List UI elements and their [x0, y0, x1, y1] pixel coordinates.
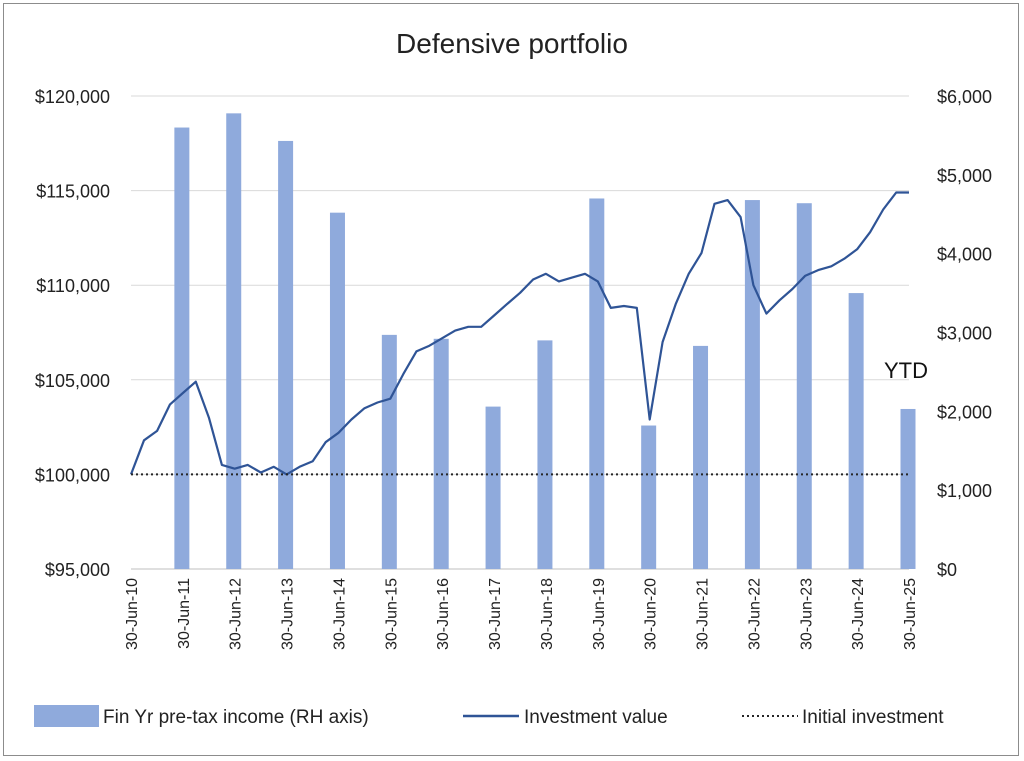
x-tick-label: 30-Jun-22 — [746, 578, 763, 650]
income-bar — [381, 334, 397, 569]
income-bar — [226, 113, 242, 570]
left-tick-label: $100,000 — [35, 465, 110, 485]
investment-value-line — [129, 191, 909, 476]
right-tick-label: $5,000 — [937, 166, 992, 186]
income-bar — [278, 140, 294, 569]
income-bar — [848, 293, 864, 569]
income-bars — [174, 113, 916, 570]
left-axis-ticks: $95,000 $100,000 $105,000 $110,000 $115,000 $… — [35, 87, 110, 580]
income-bar — [329, 212, 345, 569]
income-bar — [485, 406, 501, 569]
x-tick-label: 30-Jun-25 — [902, 578, 919, 650]
x-tick-label: 30-Jun-14 — [331, 578, 348, 650]
chart-title: Defensive portfolio — [396, 28, 628, 59]
right-tick-label: $2,000 — [937, 402, 992, 422]
x-tick-label: 30-Jun-18 — [539, 578, 556, 650]
x-tick-label: 30-Jun-24 — [850, 578, 867, 650]
x-tick-label: 30-Jun-11 — [176, 578, 193, 649]
x-tick-label: 30-Jun-23 — [798, 578, 815, 650]
left-tick-label: $115,000 — [36, 182, 110, 202]
left-tick-label: $105,000 — [35, 371, 110, 391]
x-tick-label: 30-Jun-12 — [228, 578, 245, 650]
ytd-annotation: YTD — [884, 358, 928, 383]
legend: Fin Yr pre-tax income (RH axis) Investme… — [34, 705, 944, 728]
right-tick-label: $0 — [937, 560, 957, 580]
right-tick-label: $3,000 — [937, 324, 992, 344]
right-tick-label: $6,000 — [937, 87, 992, 107]
income-bar — [433, 338, 449, 569]
right-tick-label: $1,000 — [937, 481, 992, 501]
x-tick-label: 30-Jun-19 — [591, 578, 608, 650]
x-tick-label: 30-Jun-13 — [280, 578, 297, 650]
x-tick-label: 30-Jun-10 — [124, 578, 141, 650]
x-tick-label: 30-Jun-15 — [383, 578, 400, 650]
x-tick-label: 30-Jun-16 — [435, 578, 452, 650]
line-series — [129, 191, 909, 476]
income-bar — [641, 425, 657, 569]
income-bar — [900, 408, 916, 569]
right-axis-ticks: $0 $1,000 $2,000 $3,000 $4,000 $5,000 $6,000 — [937, 87, 992, 580]
right-tick-label: $4,000 — [937, 245, 992, 265]
income-bar — [693, 345, 709, 569]
income-bar — [174, 127, 190, 570]
income-bar — [796, 203, 812, 570]
left-tick-label: $95,000 — [45, 560, 110, 580]
x-tick-label: 30-Jun-20 — [643, 578, 660, 650]
gridlines — [131, 95, 909, 570]
left-tick-label: $120,000 — [35, 87, 110, 107]
legend-label-initial: Initial investment — [802, 707, 944, 728]
legend-label-investment: Investment value — [524, 707, 668, 728]
x-tick-label: 30-Jun-17 — [487, 578, 504, 650]
x-axis-ticks: 30-Jun-10 30-Jun-11 30-Jun-12 30-Jun-13 30-J… — [124, 578, 919, 650]
legend-swatch-income — [34, 705, 99, 727]
income-bar — [589, 198, 605, 569]
left-tick-label: $110,000 — [36, 276, 110, 296]
legend-label-income: Fin Yr pre-tax income (RH axis) — [103, 707, 369, 728]
income-bar — [537, 340, 553, 569]
x-tick-label: 30-Jun-21 — [695, 578, 712, 650]
